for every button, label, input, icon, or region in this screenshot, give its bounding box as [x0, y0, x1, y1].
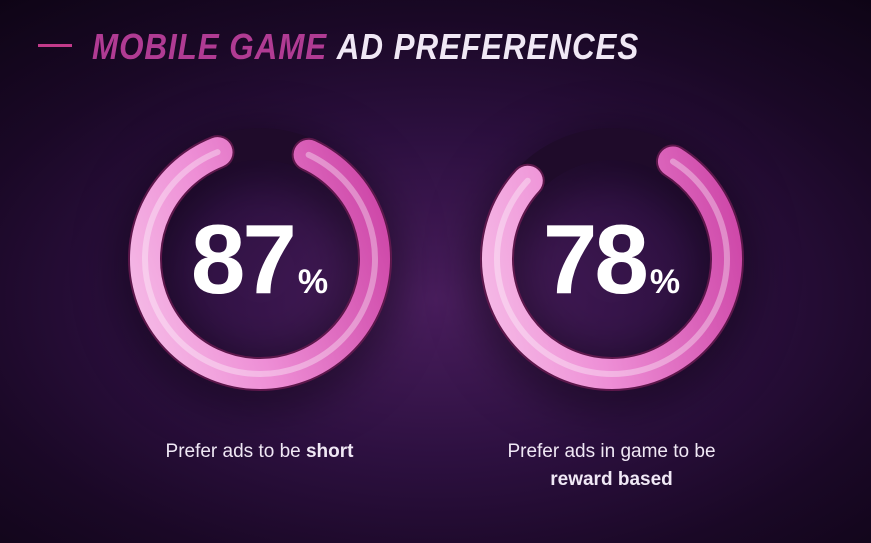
page-title: MOBILE GAME AD PREFERENCES: [92, 26, 639, 68]
caption-prefix-1: Prefer ads in game to be: [507, 441, 715, 462]
header: MOBILE GAME AD PREFERENCES: [38, 28, 668, 66]
ring-value-1: 78: [543, 210, 646, 308]
ring-value-0: 87: [191, 210, 294, 308]
caption-prefix-0: Prefer ads to be: [166, 441, 306, 462]
ring-block-0: 87 % Prefer ads to be short: [115, 114, 405, 493]
title-bold: MOBILE GAME: [92, 26, 327, 67]
ring-percent-0: %: [298, 263, 328, 302]
caption-bold-1: reward based: [550, 469, 673, 490]
ring-1: 78 %: [467, 114, 757, 404]
ring-percent-1: %: [650, 263, 680, 302]
ring-0: 87 %: [115, 114, 405, 404]
ring-block-1: 78 % Prefer ads in game to be reward bas…: [467, 114, 757, 493]
ring-center-0: 87 %: [191, 210, 328, 308]
ring-caption-1: Prefer ads in game to be reward based: [482, 438, 742, 493]
caption-bold-0: short: [306, 441, 354, 462]
rings-container: 87 % Prefer ads to be short: [0, 114, 871, 493]
accent-dash: [38, 44, 72, 47]
title-regular: AD PREFERENCES: [337, 26, 639, 67]
ring-center-1: 78 %: [543, 210, 680, 308]
ring-caption-0: Prefer ads to be short: [166, 438, 354, 466]
